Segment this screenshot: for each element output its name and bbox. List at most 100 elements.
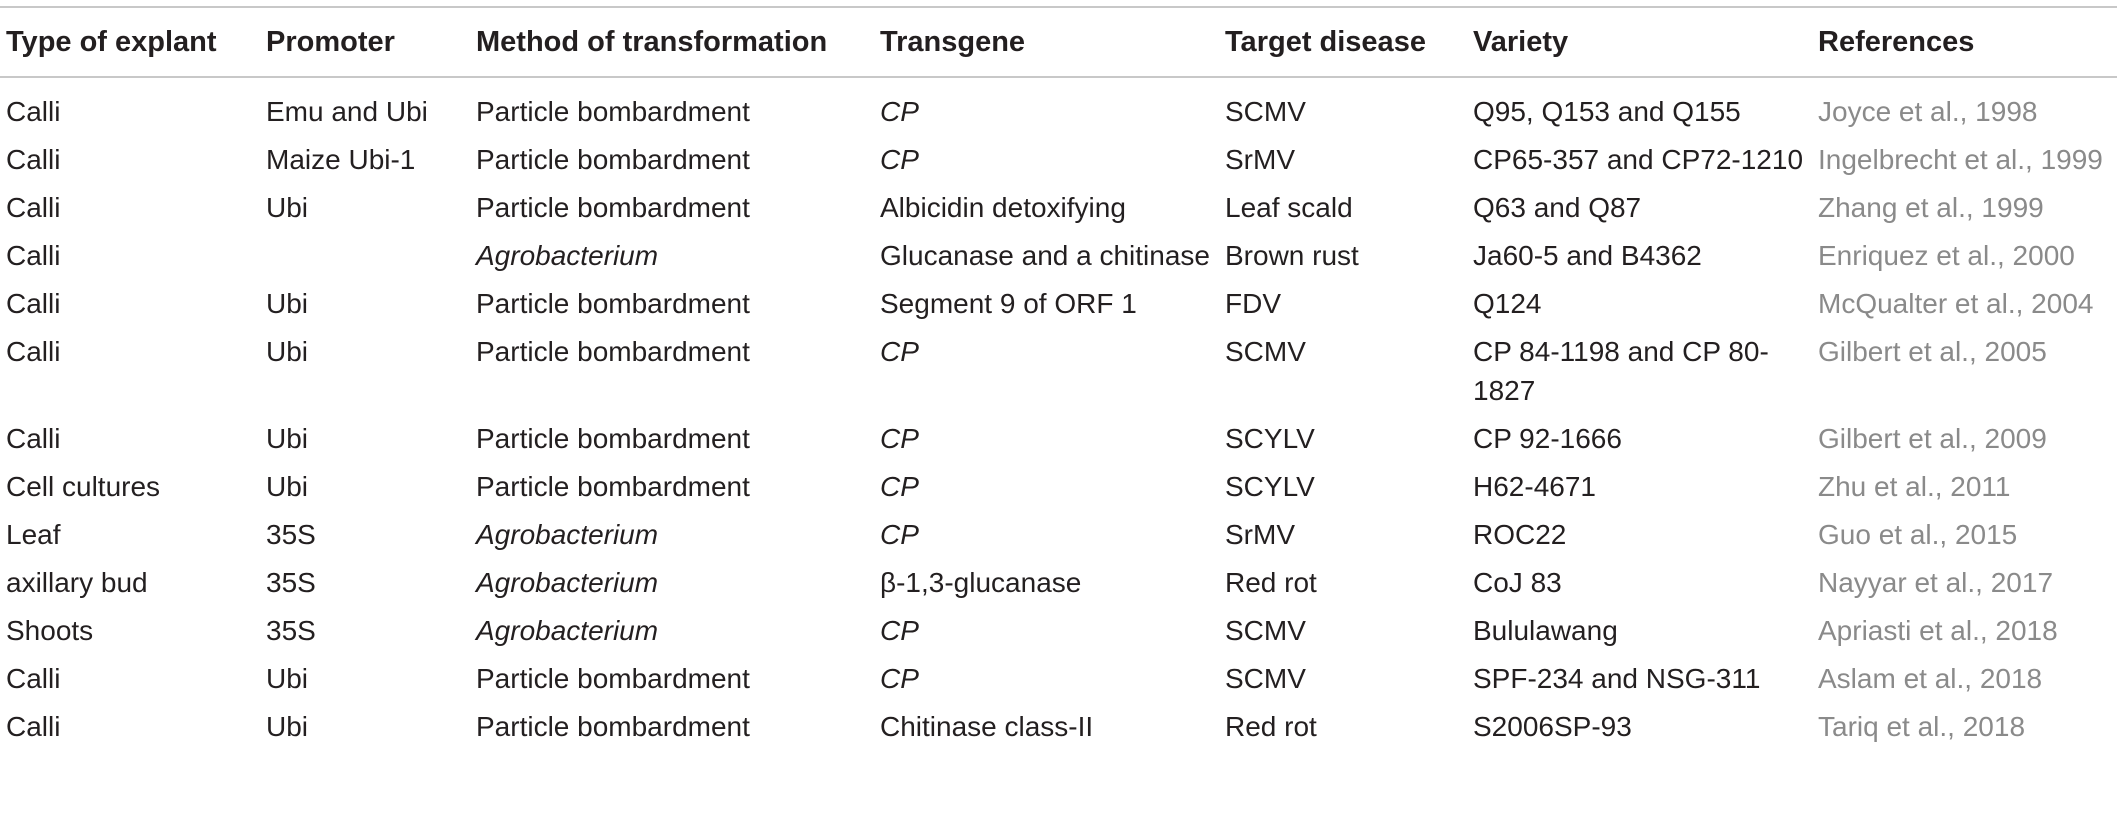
cell-promoter: 35S (266, 615, 316, 646)
cell-variety: H62-4671 (1473, 471, 1596, 502)
cell-method: Agrobacterium (476, 567, 659, 598)
cell-transgene: CP (880, 663, 919, 694)
cell-method: Particle bombardment (476, 288, 750, 319)
table-row: axillary bud 35S Agrobacterium β-1,3-glu… (0, 558, 2117, 606)
cell-target-disease: SCYLV (1225, 423, 1315, 454)
cell-variety: Bululawang (1473, 615, 1618, 646)
cell-variety: Q95, Q153 and Q155 (1473, 96, 1741, 127)
header-variety: Variety (1473, 25, 1569, 58)
cell-promoter: 35S (266, 567, 316, 598)
cell-transgene: CP (880, 519, 919, 550)
cell-promoter: Ubi (266, 288, 309, 319)
cell-variety: CP 92-1666 (1473, 423, 1622, 454)
cell-transgene: Segment 9 of ORF 1 (880, 288, 1137, 319)
cell-transgene: CP (880, 336, 919, 367)
cell-transgene: β-1,3-glucanase (880, 567, 1082, 598)
reference-link[interactable]: Gilbert et al., 2005 (1818, 336, 2047, 367)
reference-link[interactable]: Tariq et al., 2018 (1818, 711, 2026, 742)
table-row: Calli Ubi Particle bombardment Chitinase… (0, 702, 2117, 746)
cell-method: Particle bombardment (476, 144, 750, 175)
cell-promoter: Ubi (266, 471, 309, 502)
cell-variety: CoJ 83 (1473, 567, 1562, 598)
reference-link[interactable]: Apriasti et al., 2018 (1818, 615, 2058, 646)
cell-explant: Calli (6, 336, 61, 367)
header-type-of-explant: Type of explant (6, 25, 217, 58)
reference-link[interactable]: Ingelbrecht et al., 1999 (1818, 144, 2103, 175)
cell-promoter: Ubi (266, 423, 309, 454)
cell-transgene: Chitinase class-II (880, 711, 1094, 742)
header-transgene: Transgene (880, 25, 1026, 58)
cell-variety: S2006SP-93 (1473, 711, 1632, 742)
cell-method: Agrobacterium (476, 519, 659, 550)
reference-link[interactable]: Zhang et al., 1999 (1818, 192, 2044, 223)
cell-method: Particle bombardment (476, 663, 750, 694)
header-promoter: Promoter (266, 25, 395, 58)
cell-explant: Calli (6, 423, 61, 454)
table-body: Calli Emu and Ubi Particle bombardment C… (0, 77, 2117, 746)
reference-link[interactable]: Zhu et al., 2011 (1818, 471, 2011, 502)
cell-method: Agrobacterium (476, 240, 659, 271)
cell-promoter: Ubi (266, 336, 309, 367)
table-row: Calli Agrobacterium Glucanase and a chit… (0, 231, 2117, 279)
table-row: Calli Ubi Particle bombardment Albicidin… (0, 183, 2117, 231)
reference-link[interactable]: Enriquez et al., 2000 (1818, 240, 2075, 271)
cell-explant: Calli (6, 288, 61, 319)
reference-link[interactable]: Gilbert et al., 2009 (1818, 423, 2047, 454)
cell-method: Particle bombardment (476, 96, 750, 127)
cell-promoter: Maize Ubi-1 (266, 144, 416, 175)
reference-link[interactable]: McQualter et al., 2004 (1818, 288, 2094, 319)
table-row: Shoots 35S Agrobacterium CP SCMV Bululaw… (0, 606, 2117, 654)
table-row: Calli Ubi Particle bombardment Segment 9… (0, 279, 2117, 327)
cell-promoter: 35S (266, 519, 316, 550)
table-row: Calli Ubi Particle bombardment CP SCMV C… (0, 327, 2117, 414)
cell-variety: CP65-357 and CP72-1210 (1473, 144, 1804, 175)
header-references: References (1818, 25, 1975, 58)
reference-link[interactable]: Guo et al., 2015 (1818, 519, 2018, 550)
cell-promoter: Ubi (266, 711, 309, 742)
header-method-of-transformation: Method of transformation (476, 25, 828, 58)
cell-variety: SPF-234 and NSG-311 (1473, 663, 1761, 694)
cell-target-disease: SCMV (1225, 663, 1306, 694)
cell-explant: Calli (6, 96, 61, 127)
cell-variety: ROC22 (1473, 519, 1567, 550)
table-row: Calli Emu and Ubi Particle bombardment C… (0, 77, 2117, 135)
reference-link[interactable]: Joyce et al., 1998 (1818, 96, 2038, 127)
cell-explant: Calli (6, 711, 61, 742)
cell-target-disease: SCYLV (1225, 471, 1315, 502)
table-row: Calli Ubi Particle bombardment CP SCMV S… (0, 654, 2117, 702)
cell-transgene: CP (880, 423, 919, 454)
cell-transgene: CP (880, 471, 919, 502)
cell-target-disease: SrMV (1225, 519, 1295, 550)
cell-target-disease: SrMV (1225, 144, 1295, 175)
cell-explant: Calli (6, 663, 61, 694)
cell-transgene: Albicidin detoxifying (880, 192, 1126, 223)
header-target-disease: Target disease (1225, 25, 1426, 58)
cell-transgene: CP (880, 96, 919, 127)
cell-target-disease: Red rot (1225, 567, 1317, 598)
cell-promoter (260, 231, 470, 279)
cell-transgene: CP (880, 144, 919, 175)
cell-explant: axillary bud (6, 567, 148, 598)
reference-link[interactable]: Aslam et al., 2018 (1818, 663, 2043, 694)
cell-method: Particle bombardment (476, 192, 750, 223)
reference-link[interactable]: Nayyar et al., 2017 (1818, 567, 2054, 598)
cell-transgene: Glucanase and a chitinase (880, 240, 1210, 271)
cell-explant: Cell cultures (6, 471, 161, 502)
cell-target-disease: Red rot (1225, 711, 1317, 742)
table-row: Calli Maize Ubi-1 Particle bombardment C… (0, 135, 2117, 183)
table-header: Type of explant Promoter Method of trans… (0, 7, 2117, 77)
cell-variety: Ja60-5 and B4362 (1473, 240, 1702, 271)
cell-target-disease: Leaf scald (1225, 192, 1353, 223)
cell-target-disease: SCMV (1225, 336, 1306, 367)
cell-target-disease: SCMV (1225, 615, 1306, 646)
cell-method: Particle bombardment (476, 471, 750, 502)
transgenic-sugarcane-table: Type of explant Promoter Method of trans… (0, 6, 2117, 746)
cell-variety: CP 84-1198 and CP 80-1827 (1473, 336, 1769, 406)
cell-explant: Shoots (6, 615, 94, 646)
cell-explant: Calli (6, 240, 61, 271)
cell-target-disease: SCMV (1225, 96, 1306, 127)
cell-target-disease: FDV (1225, 288, 1281, 319)
cell-explant: Calli (6, 144, 61, 175)
cell-method: Particle bombardment (476, 423, 750, 454)
cell-variety: Q63 and Q87 (1473, 192, 1642, 223)
